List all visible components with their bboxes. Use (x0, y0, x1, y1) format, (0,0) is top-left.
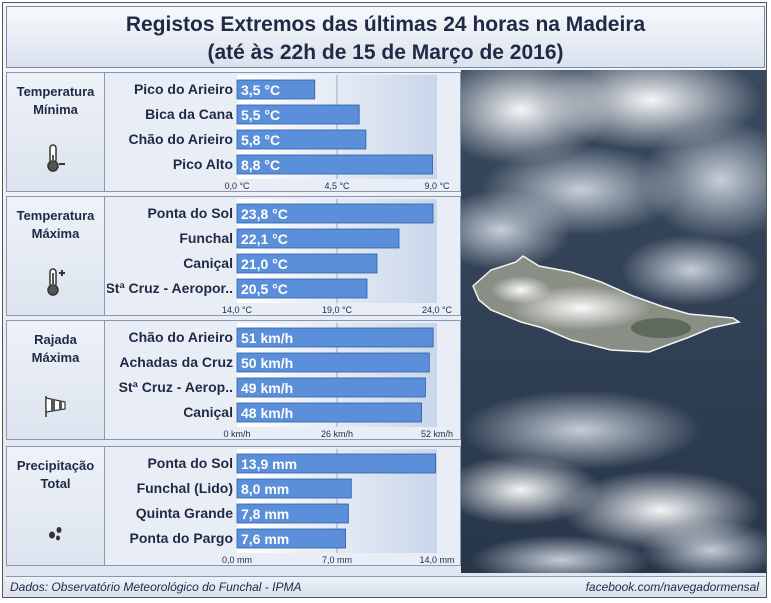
title-line-2: (até às 22h de 15 de Março de 2016) (207, 41, 564, 64)
bar (236, 402, 423, 423)
bar (236, 154, 433, 175)
category-tick-label: Caniçal (183, 404, 233, 420)
bar (236, 327, 434, 348)
data-label: 8,0 mm (241, 481, 289, 497)
category-label: Temperatura Máxima (16, 208, 95, 241)
data-label: 7,6 mm (241, 531, 289, 547)
chart-area: Ponta do Sol 23,8 °C Funchal 22,1 °C Caniçal… (107, 197, 460, 315)
data-label: 13,9 mm (241, 456, 297, 472)
axis-tick-label: 52 km/h (421, 429, 453, 439)
axis-tick-label: 26 km/h (321, 429, 353, 439)
axis-tick-label: 24,0 °C (422, 305, 453, 315)
category-tick-label: Funchal (179, 230, 233, 246)
category-tick-label: Bica da Cana (145, 106, 233, 122)
bar (236, 528, 346, 549)
category-tick-label: Ponta do Pargo (130, 530, 233, 546)
data-label: 5,8 °C (241, 132, 280, 148)
bar (236, 503, 349, 524)
thermometer-minus-icon (7, 141, 104, 175)
data-label: 5,5 °C (241, 107, 280, 123)
data-label: 21,0 °C (241, 256, 288, 272)
axis-tick-label: 0,0 °C (224, 181, 250, 191)
bar (236, 79, 316, 100)
bar (236, 129, 367, 150)
category-tick-label: Caniçal (183, 255, 233, 271)
axis-tick-label: 14,0 mm (419, 555, 454, 565)
satellite-image-madeira (461, 70, 766, 573)
axis-tick-label: 4,5 °C (324, 181, 350, 191)
category-tick-label: Ponta do Sol (147, 205, 233, 221)
axis-tick-label: 14,0 °C (222, 305, 253, 315)
data-label: 51 km/h (241, 330, 293, 346)
data-label: 50 km/h (241, 355, 293, 371)
windsock-icon (7, 389, 104, 423)
axis-tick-label: 0 km/h (223, 429, 250, 439)
bar (236, 104, 360, 125)
chart-area: Pico do Arieiro 3,5 °C Bica da Cana 5,5 °C C… (107, 73, 460, 191)
axis-tick-label: 0,0 mm (222, 555, 252, 565)
footer: Dados: Observatório Meteorológico do Fun… (6, 576, 765, 596)
axis-tick-label: 7,0 mm (322, 555, 352, 565)
category-label: Precipitação Total (16, 458, 95, 491)
title-box: Registos Extremos das últimas 24 horas n… (6, 6, 765, 68)
category-label-box: Precipitação Total (7, 447, 105, 565)
chart-area: Chão do Arieiro 51 km/h Achadas da Cruz 50 … (107, 321, 460, 439)
credit-link: facebook.com/navegadormensal (585, 580, 759, 594)
category-label-box: Rajada Máxima (7, 321, 105, 439)
bar (236, 352, 430, 373)
data-label: 22,1 °C (241, 231, 288, 247)
data-label: 8,8 °C (241, 157, 280, 173)
bar (236, 253, 378, 274)
data-label: 23,8 °C (241, 206, 288, 222)
data-label: 49 km/h (241, 380, 293, 396)
data-label: 20,5 °C (241, 281, 288, 297)
panel-total-precipitation: Precipitação Total Ponta do Sol 13,9 mm Fu… (6, 446, 461, 566)
category-tick-label: Chão do Arieiro (129, 329, 234, 345)
panel-min-temperature: Temperatura Mínima Pico do Arieiro 3,5 °C… (6, 72, 461, 192)
category-tick-label: Achadas da Cruz (119, 354, 233, 370)
axis-tick-label: 9,0 °C (424, 181, 450, 191)
category-tick-label: Stª Cruz - Aerop.. (119, 379, 233, 395)
bar (236, 377, 426, 398)
category-label-box: Temperatura Máxima (7, 197, 105, 315)
data-source: Dados: Observatório Meteorológico do Fun… (10, 580, 302, 594)
category-tick-label: Chão do Arieiro (129, 131, 234, 147)
axis-tick-label: 19,0 °C (322, 305, 353, 315)
category-label-box: Temperatura Mínima (7, 73, 105, 191)
data-label: 7,8 mm (241, 506, 289, 522)
panel-max-temperature: Temperatura Máxima Ponta do Sol 23,8 °C Fu… (6, 196, 461, 316)
bar (236, 453, 436, 474)
category-tick-label: Stª Cruz - Aeropor.. (107, 280, 233, 296)
category-tick-label: Quinta Grande (136, 505, 233, 521)
category-tick-label: Ponta do Sol (147, 455, 233, 471)
category-label: Rajada Máxima (31, 332, 80, 365)
raindrops-icon (7, 515, 104, 549)
category-label: Temperatura Mínima (16, 84, 95, 117)
data-label: 3,5 °C (241, 82, 280, 98)
thermometer-plus-icon (7, 265, 104, 299)
data-label: 48 km/h (241, 405, 293, 421)
bar (236, 203, 434, 224)
category-tick-label: Pico do Arieiro (134, 81, 233, 97)
category-tick-label: Pico Alto (173, 156, 233, 172)
bar (236, 478, 352, 499)
panel-max-gust: Rajada Máxima Chão do Arieiro 51 km/h Acha… (6, 320, 461, 440)
chart-area: Ponta do Sol 13,9 mm Funchal (Lido) 8,0 mm Q… (107, 447, 460, 565)
title-line-1: Registos Extremos das últimas 24 horas n… (125, 13, 646, 36)
bar (236, 278, 368, 299)
bar (236, 228, 400, 249)
category-tick-label: Funchal (Lido) (137, 480, 233, 496)
